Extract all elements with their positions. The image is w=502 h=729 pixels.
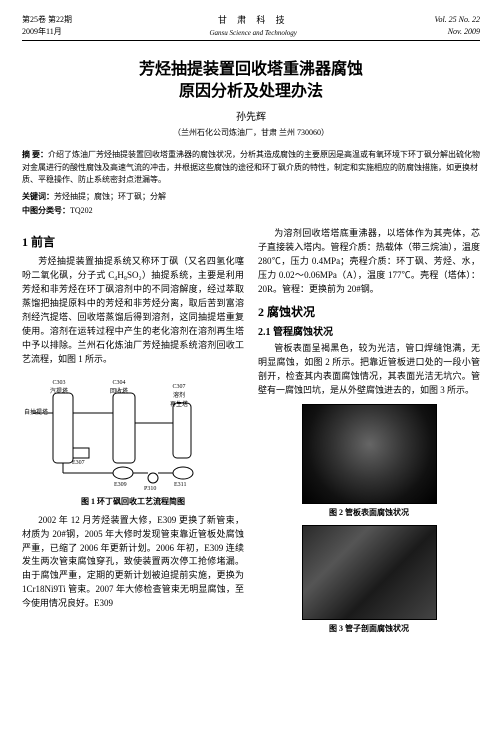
keywords-label: 关键词： — [22, 192, 54, 201]
figure-3-caption: 图 3 管子剖面腐蚀状况 — [258, 623, 480, 635]
date-en: Nov. 2009 — [434, 26, 480, 38]
figure-3-image — [302, 525, 437, 620]
right-column: 为溶剂回收塔塔底重沸器，以塔体作为其壳体，芯子直接装入塔内。管程介质：热载体（带… — [258, 227, 480, 640]
header-center: 甘 肃 科 技 Gansu Science and Technology — [72, 14, 434, 38]
figure-2: 图 2 管板表面腐蚀状况 — [258, 404, 480, 519]
date-cn: 2009年11月 — [22, 26, 72, 38]
diagram-label-e309: E309 — [114, 481, 127, 490]
author-name: 孙先辉 — [22, 110, 480, 125]
article-title: 芳烃抽提装置回收塔重沸器腐蚀 原因分析及处理办法 — [22, 59, 480, 104]
keywords-text: 芳烃抽提；腐蚀；环丁砜；分解 — [54, 192, 166, 201]
cls-label: 中图分类号： — [22, 206, 70, 215]
diagram-label-c303: C303 汽提塔 — [50, 379, 68, 397]
abstract-text: 介绍了炼油厂芳烃抽提装置回收塔重沸器的腐蚀状况，分析其造成腐蚀的主要原因是高温或… — [22, 150, 480, 185]
classification: 中图分类号：TQ202 — [22, 205, 480, 217]
abstract-label: 摘 要： — [22, 150, 48, 159]
figure-1: 自抽提塔 C303 汽提塔 C304 回收塔 C307 溶剂 再生塔 E307 … — [22, 373, 244, 508]
left-column: 1 前言 芳烃抽提装置抽提系统又称环丁砜（又名四氢化噻吩二氧化砜，分子式 C₄H… — [22, 227, 244, 640]
affiliation: （兰州石化公司炼油厂，甘肃 兰州 730060） — [22, 127, 480, 139]
figure-1-caption: 图 1 环丁砜回收工艺流程简图 — [22, 496, 244, 508]
diagram-label-feed: 自抽提塔 — [24, 409, 48, 418]
figure-1-diagram: 自抽提塔 C303 汽提塔 C304 回收塔 C307 溶剂 再生塔 E307 … — [22, 373, 244, 493]
journal-en: Gansu Science and Technology — [72, 28, 434, 39]
figure-3: 图 3 管子剖面腐蚀状况 — [258, 525, 480, 635]
body-columns: 1 前言 芳烃抽提装置抽提系统又称环丁砜（又名四氢化噻吩二氧化砜，分子式 C₄H… — [22, 227, 480, 640]
section-1-para-2: 2002 年 12 月芳烃装置大修，E309 更换了新管束，材质为 20#钢，2… — [22, 514, 244, 612]
vol-issue-cn: 第25卷 第22期 — [22, 14, 72, 26]
keywords: 关键词：芳烃抽提；腐蚀；环丁砜；分解 — [22, 191, 480, 203]
section-2-1-para: 管板表面呈褐黑色，较为光洁，管口焊缝饱满，无明显腐蚀，如图 2 所示。把靠近管板… — [258, 342, 480, 398]
section-1-heading: 1 前言 — [22, 233, 244, 251]
header-rule — [22, 40, 480, 41]
col2-para-1: 为溶剂回收塔塔底重沸器，以塔体作为其壳体，芯子直接装入塔内。管程介质：热载体（带… — [258, 227, 480, 297]
section-2-1-heading: 2.1 管程腐蚀状况 — [258, 325, 480, 340]
section-1-para-1: 芳烃抽提装置抽提系统又称环丁砜（又名四氢化噻吩二氧化砜，分子式 C₄H₈SO₂）… — [22, 255, 244, 367]
abstract: 摘 要：介绍了炼油厂芳烃抽提装置回收塔重沸器的腐蚀状况，分析其造成腐蚀的主要原因… — [22, 149, 480, 187]
page-header: 第25卷 第22期 2009年11月 甘 肃 科 技 Gansu Science… — [22, 14, 480, 38]
diagram-label-e311: E311 — [174, 481, 186, 490]
title-line1: 芳烃抽提装置回收塔重沸器腐蚀 — [22, 59, 480, 81]
header-right: Vol. 25 No. 22 Nov. 2009 — [434, 14, 480, 38]
diagram-label-e307: E307 — [72, 459, 85, 468]
diagram-label-c304: C304 回收塔 — [110, 379, 128, 397]
journal-cn: 甘 肃 科 技 — [72, 14, 434, 28]
figure-2-caption: 图 2 管板表面腐蚀状况 — [258, 507, 480, 519]
title-line2: 原因分析及处理办法 — [22, 81, 480, 103]
vol-issue-en: Vol. 25 No. 22 — [434, 14, 480, 26]
diagram-label-c307: C307 溶剂 再生塔 — [170, 383, 188, 410]
diagram-label-p310: P310 — [144, 485, 156, 494]
cls-text: TQ202 — [70, 206, 93, 215]
header-left: 第25卷 第22期 2009年11月 — [22, 14, 72, 38]
section-2-heading: 2 腐蚀状况 — [258, 303, 480, 321]
figure-2-image — [302, 404, 437, 504]
